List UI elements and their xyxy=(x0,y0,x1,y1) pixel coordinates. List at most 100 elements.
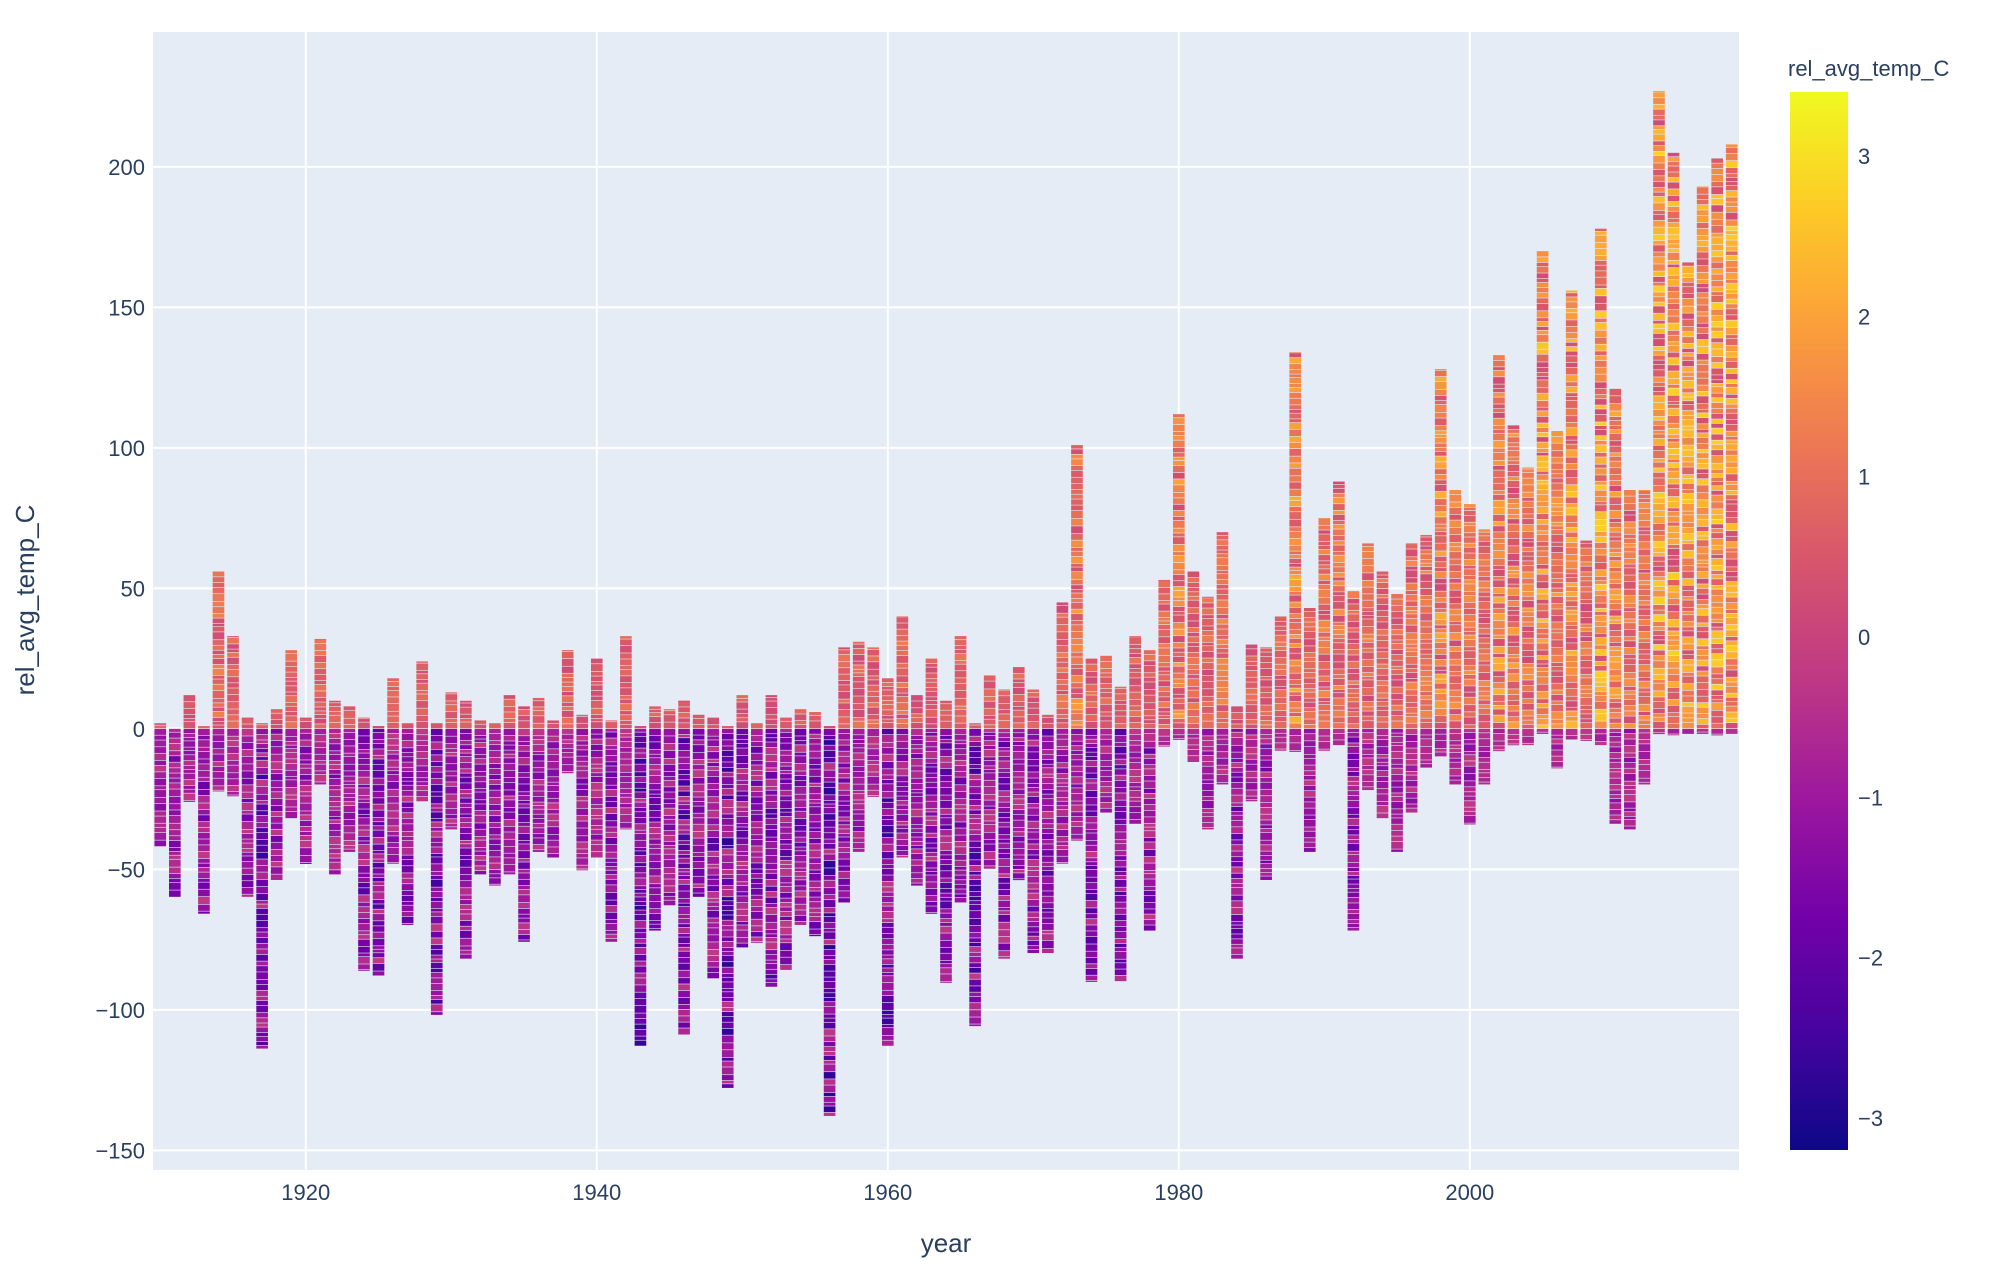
bar-segment xyxy=(1668,396,1680,401)
bar-segment xyxy=(1624,711,1636,716)
bar-segment xyxy=(1668,244,1680,248)
bar-segment xyxy=(620,715,632,720)
bar-segment xyxy=(227,638,239,644)
bar-segment xyxy=(707,831,719,837)
bar-segment xyxy=(1464,766,1476,773)
bar-segment xyxy=(1668,365,1680,371)
bar-segment xyxy=(780,877,792,883)
bar-segment xyxy=(460,741,472,745)
bar-segment xyxy=(824,923,836,928)
bar-segment xyxy=(387,811,399,818)
bar-segment xyxy=(1610,676,1622,681)
bar-segment xyxy=(635,792,647,798)
bar-segment xyxy=(1115,832,1127,839)
bar-segment xyxy=(1464,543,1476,546)
bar-segment xyxy=(1289,743,1301,750)
bar-segment xyxy=(1420,760,1432,763)
bar-segment xyxy=(1493,491,1505,494)
bar-segment xyxy=(940,865,952,871)
bar-segment xyxy=(1464,717,1476,724)
bar-segment xyxy=(1071,812,1083,816)
bar-segment xyxy=(649,834,661,839)
bar-segment xyxy=(766,934,778,937)
bar-segment xyxy=(940,749,952,756)
bar-segment xyxy=(1537,692,1549,699)
bar-segment xyxy=(300,832,312,835)
bar-segment xyxy=(387,739,399,745)
bar-segment xyxy=(256,740,268,743)
bar-segment xyxy=(766,856,778,863)
bar-segment xyxy=(1042,896,1054,902)
bar-segment xyxy=(1580,710,1592,714)
bar-segment xyxy=(1202,747,1214,751)
bar-segment xyxy=(1173,570,1185,574)
bar-segment xyxy=(1595,502,1607,505)
bar-segment xyxy=(547,736,559,741)
bar-segment xyxy=(358,841,370,844)
bar-segment xyxy=(576,821,588,827)
bar-segment xyxy=(722,897,734,900)
bar-segment xyxy=(1682,650,1694,654)
bar-segment xyxy=(1551,640,1563,647)
bar-segment xyxy=(780,750,792,754)
bar-segment xyxy=(329,858,341,861)
bar-segment xyxy=(1348,777,1360,781)
bar-segment xyxy=(1668,586,1680,592)
bar-segment xyxy=(1231,879,1243,884)
bar-segment xyxy=(591,672,603,676)
bar-segment xyxy=(882,710,894,715)
bar-segment xyxy=(1449,520,1461,527)
bar-segment xyxy=(1144,857,1156,863)
bar-2015 xyxy=(1682,262,1694,733)
bar-segment xyxy=(664,781,676,787)
bar-segment xyxy=(285,737,297,742)
bar-segment xyxy=(1595,526,1607,531)
bar-segment xyxy=(736,796,748,801)
bar-segment xyxy=(1653,556,1665,560)
bar-segment xyxy=(1071,801,1083,804)
bar-segment xyxy=(1653,197,1665,203)
bar-segment xyxy=(1100,797,1112,802)
bar-segment xyxy=(824,763,836,770)
bar-segment xyxy=(1013,710,1025,716)
bar-segment xyxy=(1042,824,1054,828)
bar-segment xyxy=(780,927,792,934)
bar-segment xyxy=(635,897,647,901)
bar-segment xyxy=(300,729,312,733)
bar-segment xyxy=(635,910,647,914)
bar-segment xyxy=(853,673,865,676)
bar-segment xyxy=(795,910,807,915)
bar-segment xyxy=(693,719,705,724)
bar-segment xyxy=(489,835,501,839)
bar-segment xyxy=(969,986,981,992)
bar-segment xyxy=(911,846,923,849)
bar-segment xyxy=(795,843,807,847)
bar-segment xyxy=(504,778,516,782)
bar-segment xyxy=(1246,645,1258,649)
bar-segment xyxy=(1173,636,1185,642)
bar-segment xyxy=(1479,729,1491,733)
bar-segment xyxy=(591,840,603,844)
bar-segment xyxy=(606,924,618,930)
bar-segment xyxy=(882,882,894,887)
bar-segment xyxy=(1464,792,1476,796)
bar-segment xyxy=(300,764,312,767)
bar-segment xyxy=(1231,945,1243,948)
bar-segment xyxy=(1042,718,1054,723)
bar-segment xyxy=(1362,766,1374,770)
bar-segment xyxy=(1595,296,1607,303)
bar-segment xyxy=(329,817,341,820)
bar-segment xyxy=(300,836,312,841)
bar-segment xyxy=(1129,686,1141,692)
bar-segment xyxy=(1362,667,1374,672)
bar-segment xyxy=(1682,566,1694,571)
bar-segment xyxy=(940,701,952,704)
bar-segment xyxy=(256,811,268,815)
bar-segment xyxy=(431,736,443,742)
bar-segment xyxy=(1318,598,1330,604)
bar-segment xyxy=(1391,687,1403,693)
bar-segment xyxy=(169,874,181,879)
bar-segment xyxy=(1246,662,1258,665)
bar-segment xyxy=(693,735,705,739)
bar-segment xyxy=(620,670,632,676)
